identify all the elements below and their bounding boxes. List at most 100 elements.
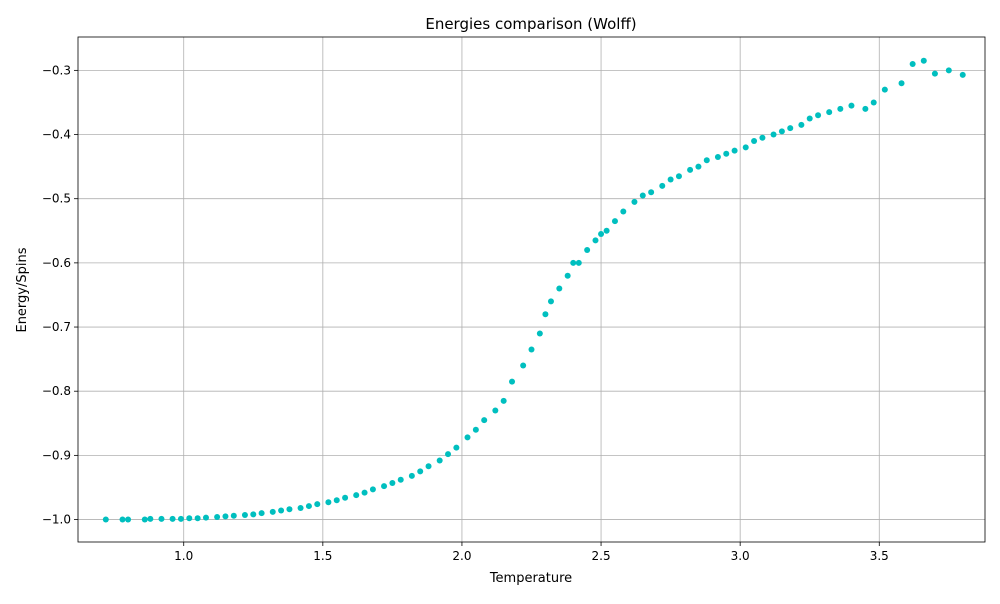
data-point <box>102 516 109 523</box>
data-point <box>575 259 582 266</box>
data-point <box>286 506 293 513</box>
data-point <box>258 510 265 517</box>
data-point <box>389 479 396 486</box>
data-point <box>556 285 563 292</box>
data-point <box>862 105 869 112</box>
data-point <box>542 311 549 318</box>
plot-frame <box>77 36 986 543</box>
data-point <box>202 514 209 521</box>
y-tick-label: −0.3 <box>42 63 71 77</box>
y-tick-label: −0.4 <box>42 128 71 142</box>
data-point <box>570 259 577 266</box>
x-tick-label: 3.0 <box>731 549 750 563</box>
y-tick-label: −0.6 <box>42 256 71 270</box>
data-point <box>778 128 785 135</box>
data-point <box>445 451 452 458</box>
data-point <box>592 237 599 244</box>
data-point <box>659 182 666 189</box>
data-point <box>742 144 749 151</box>
data-point <box>333 497 340 504</box>
grid <box>78 37 985 542</box>
data-point <box>723 150 730 157</box>
data-point <box>408 472 415 479</box>
x-tick-label: 2.5 <box>592 549 611 563</box>
data-point <box>214 513 221 520</box>
data-point <box>920 57 927 64</box>
data-point <box>667 176 674 183</box>
data-point <box>305 503 312 510</box>
data-point <box>881 86 888 93</box>
data-point <box>703 157 710 164</box>
data-point <box>509 378 516 385</box>
data-point <box>481 417 488 424</box>
data-point <box>177 515 184 522</box>
chart-title: Energies comparison (Wolff) <box>425 15 636 33</box>
x-tick-label: 1.0 <box>174 549 193 563</box>
data-point <box>325 499 332 506</box>
data-point <box>564 272 571 279</box>
y-tick-label: −0.7 <box>42 320 71 334</box>
data-point <box>848 102 855 109</box>
data-point <box>648 189 655 196</box>
data-point <box>870 99 877 106</box>
data-point <box>194 515 201 522</box>
data-point <box>147 515 154 522</box>
data-point <box>931 70 938 77</box>
data-point <box>675 173 682 180</box>
scatter-points <box>102 57 966 523</box>
data-point <box>353 492 360 499</box>
data-point <box>815 112 822 119</box>
x-tick-label: 2.0 <box>452 549 471 563</box>
data-point <box>381 483 388 490</box>
data-point <box>222 513 229 520</box>
data-point <box>603 227 610 234</box>
data-point <box>959 71 966 78</box>
x-tick-label: 3.5 <box>870 549 889 563</box>
data-point <box>759 134 766 141</box>
data-point <box>826 109 833 116</box>
data-point <box>417 468 424 475</box>
data-point <box>472 426 479 433</box>
data-point <box>141 516 148 523</box>
data-point <box>453 444 460 451</box>
data-point <box>584 247 591 254</box>
data-point <box>639 192 646 199</box>
data-point <box>945 67 952 74</box>
data-point <box>909 60 916 67</box>
data-point <box>898 80 905 87</box>
data-point <box>361 489 368 496</box>
data-point <box>547 298 554 305</box>
data-point <box>119 516 126 523</box>
data-point <box>787 125 794 132</box>
data-point <box>314 501 321 508</box>
y-tick-label: −0.5 <box>42 192 71 206</box>
data-point <box>230 512 237 519</box>
data-point <box>751 137 758 144</box>
axis-ticks: 1.0 1.5 2.0 2.5 3.0 3.5 −1.0 −0.9 −0.8 −0.7 −0.6 −0… <box>42 63 889 563</box>
data-point <box>500 397 507 404</box>
data-point <box>269 508 276 515</box>
data-point <box>492 407 499 414</box>
data-point <box>528 346 535 353</box>
data-point <box>241 512 248 519</box>
data-point <box>297 504 304 511</box>
data-point <box>598 230 605 237</box>
data-point <box>250 511 257 518</box>
data-point <box>536 330 543 337</box>
data-point <box>806 115 813 122</box>
y-tick-label: −0.9 <box>42 448 71 462</box>
data-point <box>436 457 443 464</box>
x-axis-label: Temperature <box>489 571 572 586</box>
data-point <box>620 208 627 215</box>
x-tick-label: 1.5 <box>313 549 332 563</box>
data-point <box>714 153 721 160</box>
data-point <box>425 463 432 470</box>
data-point <box>169 515 176 522</box>
y-axis-label: Energy/Spins <box>15 247 30 332</box>
data-point <box>158 515 165 522</box>
data-point <box>464 434 471 441</box>
data-point <box>837 105 844 112</box>
data-point <box>695 163 702 170</box>
data-point <box>731 147 738 154</box>
